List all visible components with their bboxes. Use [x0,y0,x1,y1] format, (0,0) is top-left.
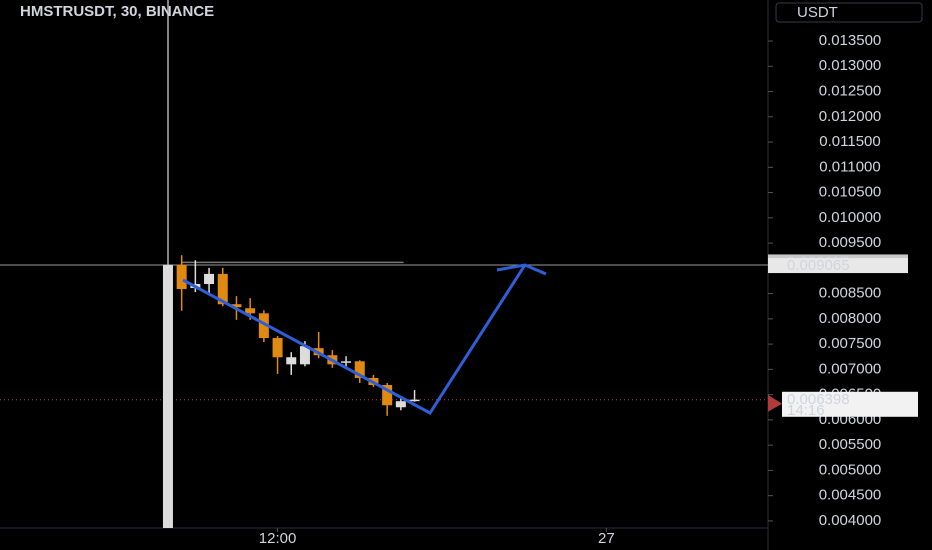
y-tick-label: 0.004500 [819,487,882,504]
arrow-head [496,263,547,276]
candle-body [258,313,269,339]
y-tick-label: 0.013500 [819,32,882,49]
y-tick-label: 0.009500 [819,234,882,251]
y-tick-label: 0.011000 [819,158,880,175]
y-tick-label: 0.012000 [819,108,882,125]
candle-body [272,338,283,358]
candle-body [162,264,173,528]
countdown-label: 14:16 [787,402,825,419]
candle-body [382,385,393,406]
chart-title: HMSTRUSDT, 30, BINANCE [20,3,214,20]
candle-body [354,361,365,378]
y-tick-label: 0.008500 [819,285,882,302]
candle-body [395,401,406,408]
y-tick-label: 0.007500 [819,335,882,352]
y-tick-label: 0.012500 [819,83,882,100]
currency-label: USDT [797,4,838,21]
y-tick-label: 0.004000 [819,512,882,529]
crosshair-label: 0.009065 [787,257,850,274]
candle-body [176,264,187,290]
y-tick-label: 0.011500 [819,133,880,150]
y-tick-label: 0.007000 [819,360,882,377]
y-tick-label: 0.013000 [819,57,882,74]
candle-body [409,399,420,402]
candle-body [204,273,215,285]
y-tick-label: 0.008000 [819,310,882,327]
currency-button[interactable] [775,2,923,23]
last-price-pointer [768,394,782,412]
y-tick-label: 0.005500 [819,436,882,453]
x-tick-label: 12:00 [259,530,297,547]
candle-body [341,361,352,363]
last-price-box [782,391,918,417]
crosshair-label-box [768,258,908,274]
candle-body [245,308,256,314]
y-tick-label: 0.010000 [819,209,882,226]
last-price-label: 0.006398 [787,391,850,408]
candle-body [286,357,297,365]
candle-body [299,346,310,365]
x-tick-label: 27 [598,530,615,547]
drawn-arrow [182,264,527,415]
y-tick-label: 0.005000 [819,461,882,478]
y-tick-label: 0.010500 [819,184,882,201]
candle-body [217,273,228,305]
candle-body [231,304,242,308]
